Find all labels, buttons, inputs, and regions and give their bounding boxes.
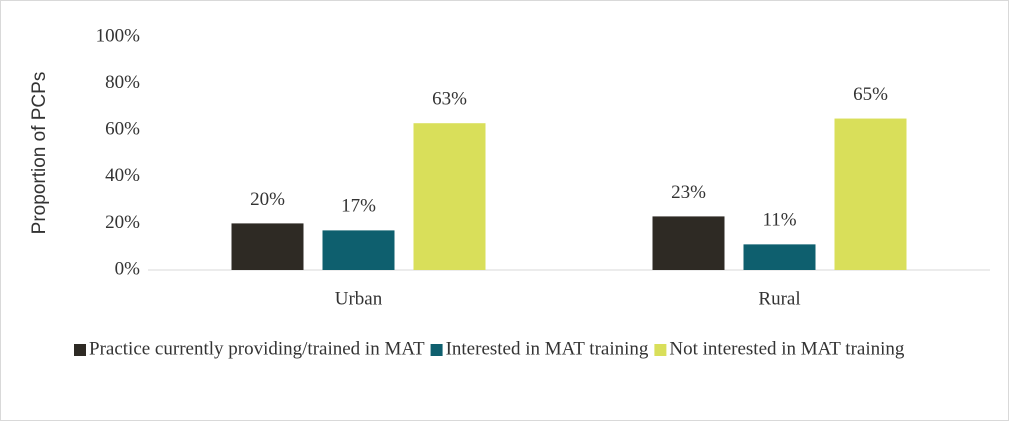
legend-swatch — [74, 344, 86, 356]
y-tick-label: 20% — [105, 212, 140, 233]
y-axis-label: Proportion of PCPs — [29, 72, 50, 235]
y-tick-label: 0% — [115, 258, 141, 279]
legend-swatch — [654, 344, 667, 356]
legend-label: Interested in MAT training — [446, 338, 649, 359]
bar — [652, 216, 725, 270]
x-tick-label: Urban — [335, 288, 383, 309]
y-tick-label: 40% — [105, 165, 140, 186]
y-tick-label: 100% — [96, 25, 141, 46]
y-tick-label: 80% — [105, 72, 140, 93]
bar — [413, 123, 486, 271]
legend-label: Not interested in MAT training — [669, 338, 905, 359]
data-label: 23% — [671, 182, 706, 203]
data-label: 63% — [432, 89, 467, 110]
data-label: 20% — [250, 189, 285, 210]
bar — [834, 118, 907, 270]
legend-label: Practice currently providing/trained in … — [89, 338, 425, 359]
bar — [322, 230, 395, 270]
data-label: 17% — [341, 196, 376, 217]
legend-swatch — [430, 344, 443, 356]
bar — [231, 223, 304, 270]
data-label: 11% — [762, 210, 796, 231]
y-tick-label: 60% — [105, 119, 140, 140]
bar — [743, 244, 816, 270]
data-label: 65% — [853, 84, 888, 105]
x-tick-label: Rural — [758, 288, 800, 309]
